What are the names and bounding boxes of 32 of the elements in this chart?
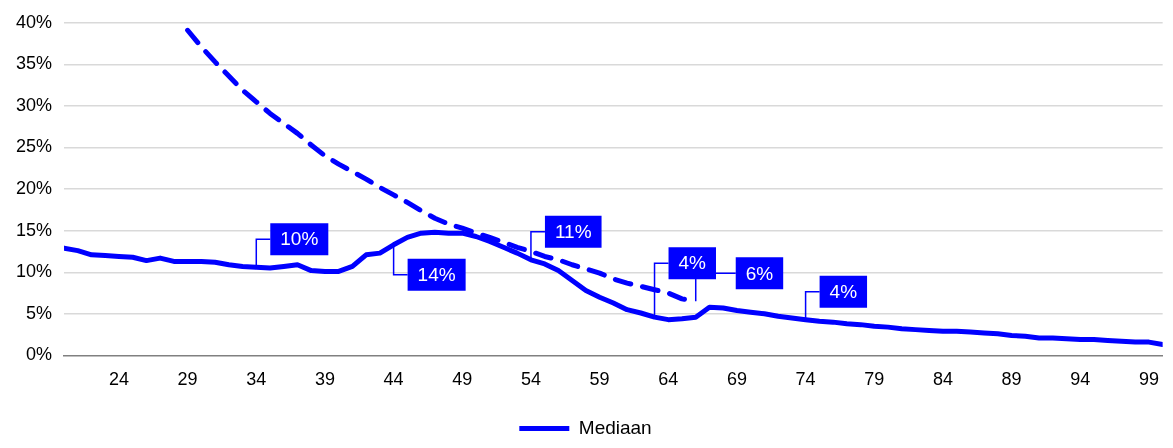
x-tick-label: 74 — [795, 369, 816, 390]
x-tick-label: 99 — [1138, 369, 1159, 390]
y-tick-label: 40% — [16, 11, 53, 32]
x-tick-label: 89 — [1001, 369, 1022, 390]
y-tick-label: 30% — [16, 94, 53, 115]
x-tick-label: 94 — [1070, 369, 1091, 390]
x-tick-label: 49 — [452, 369, 473, 390]
x-tick-label: 59 — [589, 369, 610, 390]
x-tick-label: 69 — [726, 369, 747, 390]
x-tick-label: 54 — [520, 369, 541, 390]
annotation: 10% — [280, 228, 319, 250]
x-tick-label: 84 — [932, 369, 953, 390]
annotation: 4% — [678, 252, 707, 274]
annotation: 11% — [554, 221, 592, 243]
x-tick-label: 29 — [177, 369, 198, 390]
y-tick-label: 10% — [16, 261, 53, 282]
x-tick-label: 34 — [246, 369, 267, 390]
y-tick-label: 5% — [26, 302, 53, 323]
x-tick-label: 39 — [314, 369, 335, 390]
y-tick-label: 15% — [16, 219, 53, 240]
annotation: 4% — [829, 280, 858, 302]
annotation: 6% — [745, 262, 774, 284]
y-tick-label: 0% — [26, 344, 53, 365]
legend-label: Mediaan — [578, 416, 652, 438]
annotation: 14% — [417, 264, 456, 286]
y-tick-label: 25% — [16, 136, 53, 157]
y-tick-label: 35% — [16, 53, 53, 74]
x-tick-label: 64 — [658, 369, 679, 390]
x-tick-label: 44 — [383, 369, 404, 390]
x-tick-label: 79 — [864, 369, 885, 390]
x-tick-label: 24 — [108, 369, 129, 390]
y-tick-label: 20% — [16, 178, 53, 199]
